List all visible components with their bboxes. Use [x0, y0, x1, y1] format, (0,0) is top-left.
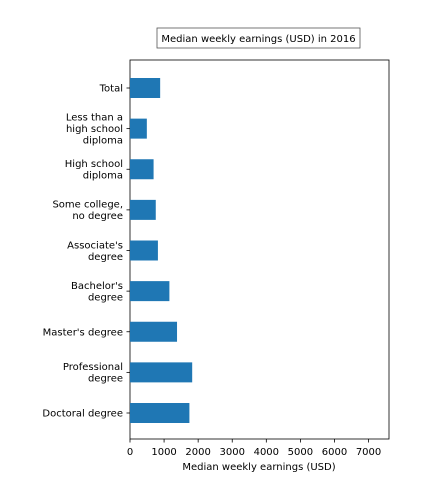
- x-tick-label: 1000: [151, 447, 176, 458]
- y-tick-label-line: degree: [88, 292, 123, 303]
- y-tick-label-line: Professional: [63, 362, 123, 373]
- bar: [130, 240, 158, 261]
- y-tick-label: Some college, no degree: [52, 200, 123, 223]
- y-tick-label-line: no degree: [72, 211, 123, 222]
- bar: [130, 281, 170, 302]
- y-tick-label: Professional degree: [63, 362, 123, 385]
- y-tick-label-line: diploma: [83, 136, 123, 147]
- y-tick-label-line: degree: [88, 374, 123, 385]
- y-tick-label: High school diploma: [65, 159, 123, 182]
- bar: [130, 118, 147, 139]
- title-box: [156, 27, 361, 49]
- x-tick-label: 4000: [254, 447, 279, 458]
- y-tick-label-line: Doctoral degree: [42, 409, 123, 420]
- x-tick-label: 0: [127, 447, 133, 458]
- y-tick-label-line: high school: [66, 124, 123, 135]
- bars-group: [130, 78, 193, 423]
- x-axis-label: Median weekly earnings (USD): [182, 462, 335, 473]
- y-tick-label-line: Less than a: [66, 113, 123, 124]
- x-axis: 0 1000 2000 3000 4000 5000 6000 7000: [127, 439, 381, 458]
- x-tick-label: 2000: [185, 447, 210, 458]
- y-tick-label-line: degree: [88, 252, 123, 263]
- y-tick-label: Bachelor's degree: [71, 281, 123, 304]
- bar: [130, 403, 190, 423]
- x-tick-label: 7000: [356, 447, 381, 458]
- bar: [130, 321, 178, 342]
- y-tick-label-line: Some college,: [52, 200, 123, 211]
- y-tick-label: Master's degree: [43, 327, 123, 338]
- y-tick-label-line: Master's degree: [43, 327, 123, 338]
- y-tick-label-line: Total: [99, 84, 123, 95]
- y-tick-label-line: Associate's: [67, 240, 123, 251]
- chart-title: Median weekly earnings (USD) in 2016: [161, 34, 355, 45]
- bar: [130, 362, 193, 383]
- y-tick-label: Associate's degree: [67, 240, 123, 263]
- y-tick-label-line: Bachelor's: [71, 281, 123, 292]
- x-tick-label: 6000: [322, 447, 347, 458]
- y-tick-label: Total: [99, 84, 123, 95]
- bar: [130, 199, 156, 220]
- bar: [130, 78, 161, 98]
- bar: [130, 159, 154, 180]
- x-tick-label: 3000: [220, 447, 245, 458]
- y-tick-label: Doctoral degree: [42, 409, 123, 420]
- y-tick-label-line: High school: [65, 159, 123, 170]
- x-tick-label: 5000: [288, 447, 313, 458]
- y-tick-label: Less than a high school diploma: [66, 113, 123, 147]
- y-tick-label-line: diploma: [83, 171, 123, 182]
